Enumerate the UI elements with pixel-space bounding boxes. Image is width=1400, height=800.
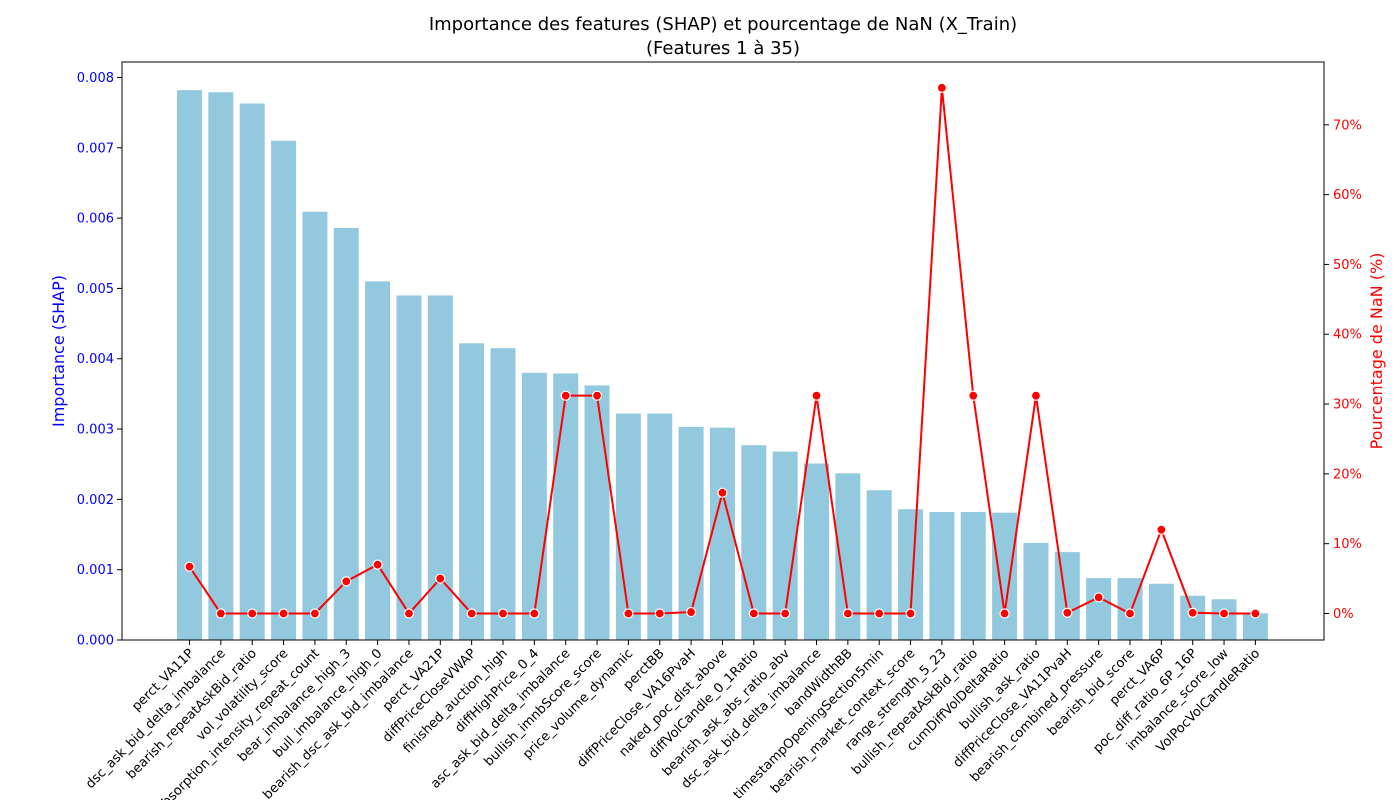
chart-title-line2: (Features 1 à 35) (646, 38, 800, 59)
left-tick-label: 0.003 (77, 423, 114, 438)
nan-point-2 (215, 608, 226, 619)
right-axis: 0% 10% 20% 30% 40% 50% 60% 70% (1324, 118, 1362, 622)
x-axis: perct_VA11Pdsc_ask_bid_delta_imbalancebe… (83, 640, 1263, 800)
bar-17 (678, 426, 704, 640)
right-tick-label: 0% (1333, 607, 1354, 622)
nan-point-9 (435, 573, 446, 584)
nan-point-22 (842, 608, 853, 619)
right-tick-label: 60% (1333, 188, 1362, 203)
nan-point-11 (497, 608, 509, 619)
left-axis: 0.000 0.001 0.002 0.003 0.004 0.005 0.006 0.007… (77, 71, 122, 649)
bar-10 (459, 343, 485, 640)
bar-34 (1211, 599, 1237, 640)
bar-15 (615, 413, 641, 640)
nan-point-26 (968, 390, 979, 401)
right-tick-label: 40% (1333, 328, 1362, 343)
bar-2 (208, 92, 234, 641)
bar-4 (271, 140, 297, 640)
nan-point-23 (874, 608, 885, 619)
bar-26 (960, 512, 986, 640)
bar-7 (365, 281, 391, 640)
nan-point-17 (685, 606, 697, 618)
nan-point-14 (591, 390, 603, 401)
nan-point-24 (905, 608, 916, 619)
nan-point-31 (1124, 608, 1136, 619)
bar-16 (647, 413, 673, 640)
right-tick-label: 70% (1333, 118, 1362, 133)
right-axis-label: Pourcentage de NaN (%) (1367, 253, 1386, 450)
nan-point-6 (341, 576, 352, 587)
bar-24 (898, 509, 924, 640)
nan-line-group (184, 82, 1261, 619)
nan-point-8 (403, 608, 415, 619)
nan-point-5 (309, 608, 320, 619)
nan-point-21 (811, 390, 822, 401)
left-tick-label: 0.004 (77, 352, 114, 367)
nan-point-12 (529, 608, 540, 619)
bar-5 (302, 211, 328, 640)
nan-point-15 (623, 608, 634, 619)
left-tick-label: 0.002 (77, 493, 114, 508)
left-tick-label: 0.008 (77, 71, 114, 86)
nan-point-19 (748, 608, 759, 619)
right-tick-label: 10% (1333, 537, 1362, 552)
right-tick-label: 20% (1333, 467, 1362, 482)
nan-point-30 (1093, 592, 1104, 603)
bar-1 (177, 90, 202, 640)
bar-19 (741, 445, 767, 640)
nan-point-18 (717, 487, 728, 498)
nan-point-3 (247, 608, 258, 619)
nan-point-4 (278, 608, 289, 619)
bar-32 (1148, 583, 1174, 640)
x-tick-label: bearish_repeatAskBid_ratio (124, 646, 260, 782)
right-tick-label: 30% (1333, 398, 1362, 413)
nan-point-20 (780, 608, 791, 619)
bar-30 (1086, 578, 1112, 640)
left-axis-label: Importance (SHAP) (49, 275, 68, 427)
bar-8 (396, 295, 422, 640)
bar-3 (239, 103, 265, 641)
nan-point-7 (372, 559, 383, 570)
nan-point-27 (999, 608, 1010, 619)
bar-29 (1054, 552, 1080, 640)
nan-point-25 (936, 82, 948, 93)
bar-12 (521, 372, 547, 640)
plot-frame (121, 61, 1325, 641)
bar-13 (553, 373, 579, 640)
nan-point-34 (1218, 608, 1230, 619)
nan-point-10 (466, 608, 477, 619)
nan-point-32 (1156, 524, 1167, 535)
nan-point-35 (1250, 608, 1261, 619)
left-tick-label: 0.006 (77, 212, 114, 227)
bar-18 (709, 427, 735, 640)
nan-point-29 (1062, 607, 1073, 618)
right-tick-label: 50% (1333, 258, 1362, 273)
bar-6 (333, 227, 359, 640)
nan-point-33 (1187, 607, 1198, 618)
nan-point-13 (560, 390, 571, 401)
bars-group (177, 90, 1268, 641)
nan-point-1 (184, 561, 195, 572)
bar-25 (929, 512, 955, 640)
nan-point-28 (1030, 390, 1042, 401)
bar-11 (490, 348, 516, 640)
left-tick-label: 0.001 (77, 563, 114, 578)
left-tick-label: 0.007 (77, 141, 114, 156)
left-tick-label: 0.005 (77, 282, 114, 297)
bar-27 (992, 512, 1018, 640)
nan-point-16 (654, 608, 665, 619)
chart-title-line1: Importance des features (SHAP) et pource… (429, 14, 1017, 35)
bar-28 (1023, 542, 1049, 640)
bar-21 (804, 463, 829, 640)
bar-14 (584, 385, 610, 640)
left-tick-label: 0.000 (77, 634, 114, 649)
